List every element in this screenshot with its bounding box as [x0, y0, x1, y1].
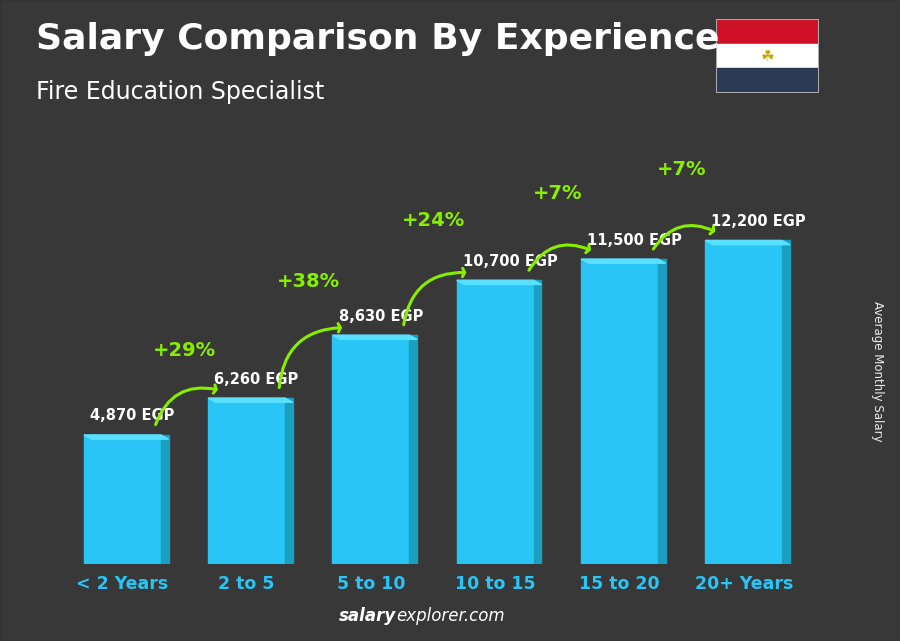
Polygon shape [208, 398, 292, 403]
Text: 10,700 EGP: 10,700 EGP [463, 254, 558, 269]
Polygon shape [332, 335, 418, 339]
Text: 8,630 EGP: 8,630 EGP [338, 308, 423, 324]
Polygon shape [161, 435, 168, 564]
Bar [706, 240, 782, 564]
Polygon shape [410, 335, 418, 564]
Text: 12,200 EGP: 12,200 EGP [712, 214, 806, 229]
Text: 6,260 EGP: 6,260 EGP [214, 372, 299, 387]
Text: 4,870 EGP: 4,870 EGP [90, 408, 175, 423]
Text: +7%: +7% [533, 184, 582, 203]
Polygon shape [658, 259, 666, 564]
Bar [332, 335, 410, 564]
Polygon shape [782, 240, 790, 564]
Bar [208, 398, 285, 564]
Text: +38%: +38% [277, 272, 340, 291]
Bar [84, 435, 161, 564]
Polygon shape [706, 240, 790, 245]
Text: +29%: +29% [153, 340, 216, 360]
Text: +7%: +7% [657, 160, 706, 179]
Bar [716, 44, 819, 69]
Bar [581, 259, 658, 564]
Polygon shape [456, 280, 542, 285]
Text: salary: salary [338, 607, 396, 625]
Polygon shape [534, 280, 542, 564]
Text: +24%: +24% [401, 212, 464, 230]
Polygon shape [285, 398, 292, 564]
Text: Fire Education Specialist: Fire Education Specialist [36, 80, 324, 104]
Polygon shape [581, 259, 666, 263]
Bar [456, 280, 534, 564]
Bar [716, 69, 819, 93]
Text: explorer.com: explorer.com [396, 607, 505, 625]
Text: ☘: ☘ [760, 49, 774, 63]
Text: 11,500 EGP: 11,500 EGP [587, 233, 682, 247]
Text: Average Monthly Salary: Average Monthly Salary [871, 301, 884, 442]
Polygon shape [84, 435, 168, 439]
Text: Salary Comparison By Experience: Salary Comparison By Experience [36, 22, 719, 56]
Bar [716, 19, 819, 44]
